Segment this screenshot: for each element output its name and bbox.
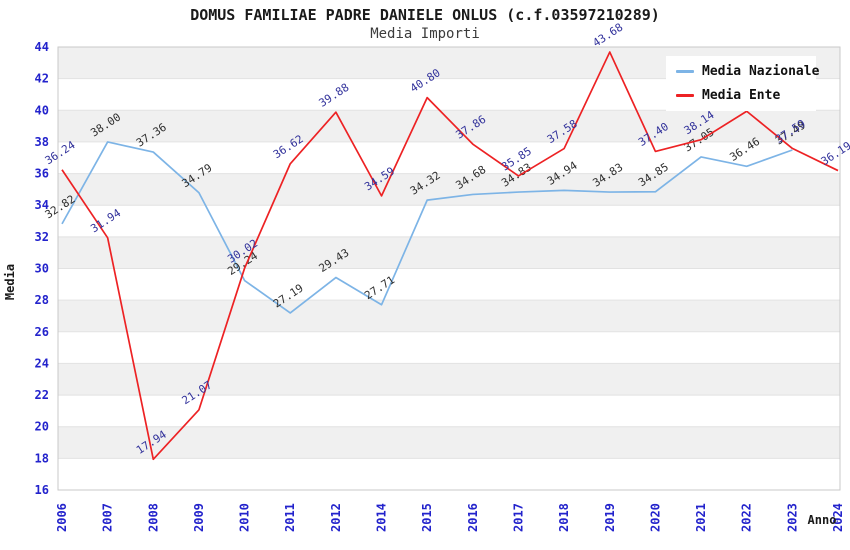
legend-label: Media Ente bbox=[702, 88, 781, 103]
series-line-media-nazionale bbox=[61, 141, 793, 314]
chart-subtitle: Media Importi bbox=[370, 26, 480, 42]
y-tick-label: 34 bbox=[35, 198, 49, 212]
chart-title: DOMUS FAMILIAE PADRE DANIELE ONLUS (c.f.… bbox=[190, 6, 660, 24]
x-tick-label: 2016 bbox=[466, 503, 480, 532]
x-axis-title: Anno bbox=[808, 513, 837, 527]
legend-label: Media Nazionale bbox=[702, 64, 820, 79]
y-tick-label: 38 bbox=[35, 135, 49, 149]
legend: Media Nazionale Media Ente bbox=[666, 56, 819, 111]
x-tick-label: 2010 bbox=[238, 503, 252, 532]
x-tick-label: 2008 bbox=[146, 503, 160, 532]
x-tick-label: 2011 bbox=[283, 503, 297, 532]
plot-band bbox=[58, 300, 840, 332]
x-tick-label: 2024 bbox=[831, 503, 845, 532]
plot-band bbox=[58, 205, 840, 237]
y-tick-label: 32 bbox=[35, 230, 49, 244]
y-tick-label: 24 bbox=[35, 356, 49, 370]
x-tick-label: 2019 bbox=[603, 503, 617, 532]
plot-band bbox=[58, 395, 840, 427]
x-tick-label: 2007 bbox=[101, 503, 115, 532]
x-tick-label: 2022 bbox=[740, 503, 754, 532]
x-tick-label: 2021 bbox=[694, 503, 708, 532]
y-tick-label: 18 bbox=[35, 451, 49, 465]
x-tick-label: 2023 bbox=[785, 503, 799, 532]
x-tick-label: 2015 bbox=[420, 503, 434, 532]
ente-line-swatch-icon bbox=[676, 94, 694, 97]
y-tick-label: 36 bbox=[35, 167, 49, 181]
plot-band bbox=[58, 331, 840, 364]
x-tick-label: 2018 bbox=[557, 503, 571, 532]
series-line-media-ente bbox=[61, 51, 839, 461]
x-tick-label: 2012 bbox=[329, 503, 343, 532]
y-axis-title: Media bbox=[3, 264, 17, 300]
plot-band bbox=[58, 268, 840, 301]
x-tick-label: 2009 bbox=[192, 503, 206, 532]
y-tick-label: 26 bbox=[35, 325, 49, 339]
plot-border bbox=[57, 46, 841, 491]
legend-item-media-ente: Media Ente bbox=[676, 88, 810, 103]
x-tick-label: 2017 bbox=[511, 503, 525, 532]
plot-band bbox=[58, 426, 840, 459]
y-tick-label: 22 bbox=[35, 388, 49, 402]
plot-band bbox=[58, 141, 840, 174]
plot-band bbox=[58, 363, 840, 396]
y-tick-label: 44 bbox=[35, 40, 49, 54]
y-tick-label: 42 bbox=[35, 72, 49, 86]
y-tick-label: 30 bbox=[35, 262, 49, 276]
plot-band bbox=[58, 110, 840, 142]
y-tick-label: 16 bbox=[35, 483, 49, 497]
x-tick-label: 2020 bbox=[648, 503, 662, 532]
nazionale-line-swatch-icon bbox=[676, 70, 694, 73]
y-tick-label: 28 bbox=[35, 293, 49, 307]
y-tick-label: 40 bbox=[35, 103, 49, 117]
y-tick-label: 20 bbox=[35, 420, 49, 434]
plot-band bbox=[58, 173, 840, 206]
legend-item-media-nazionale: Media Nazionale bbox=[676, 64, 819, 79]
plot-band bbox=[58, 458, 840, 490]
plot-band bbox=[58, 236, 840, 269]
x-tick-label: 2014 bbox=[375, 503, 389, 532]
x-tick-label: 2006 bbox=[55, 503, 69, 532]
